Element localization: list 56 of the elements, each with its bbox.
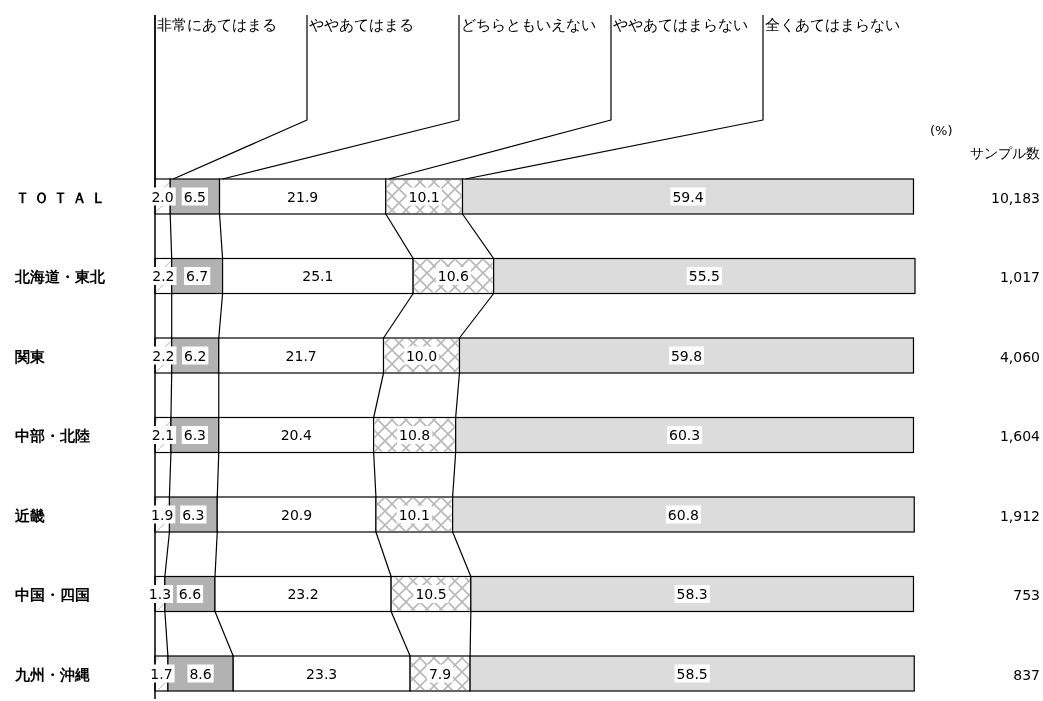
y-tick-label: 北海道・東北 [14,268,106,286]
data-label: 10.1 [398,506,430,523]
data-label: 6.2 [184,347,207,364]
data-label: 58.3 [676,586,708,602]
data-label: 1.9 [151,506,174,523]
text: 4,060 [999,348,1040,365]
data-label: 59.4 [672,188,704,205]
data-label: 1.3 [148,586,172,602]
data-label: 59.8 [670,347,703,364]
text: どちらともいえない [461,16,596,34]
data-label: 10.0 [405,347,438,364]
data-label: 25.1 [302,268,334,284]
data-label: 1.7 [150,665,173,682]
data-label: 2.0 [151,188,174,205]
text: 非常にあてはまる [157,16,277,34]
data-label: 21.9 [287,188,319,205]
data-label: 10.6 [437,268,470,284]
y-tick-label: 近畿 [14,506,45,525]
data-label: 2.2 [152,268,175,284]
text: 1,017 [999,269,1040,285]
data-label: 6.7 [186,268,209,284]
data-label: 58.5 [676,665,708,682]
data-label: 2.2 [152,347,175,364]
data-label: 8.6 [189,665,212,682]
text: 全くあてはまらない [765,16,900,34]
data-label: 6.5 [183,188,206,205]
data-label: 6.6 [178,586,202,602]
text: 1,912 [999,507,1040,524]
data-label: 23.2 [287,586,319,602]
data-label: 20.9 [281,506,313,523]
data-label: 55.5 [688,268,720,284]
data-label: 7.9 [428,665,452,682]
data-label: 60.8 [667,506,700,523]
text: 10,183 [991,189,1040,206]
y-tick-label: 中部・北陸 [15,427,90,445]
text: ややあてはまらない [613,16,748,34]
data-label: 23.3 [306,665,338,682]
data-label: 6.3 [183,427,206,443]
data-label: 10.1 [408,188,440,205]
text: 1,604 [999,428,1041,444]
text: 753 [1013,587,1040,603]
data-label: 60.3 [668,427,701,443]
data-label: 10.8 [399,427,431,443]
data-label: 21.7 [285,347,317,364]
y-tick-label: 中国・四国 [15,586,90,604]
data-label: 10.5 [415,586,447,602]
y-tick-label: ＴＯＴＡＬ [15,188,110,207]
text: 837 [1013,666,1040,683]
y-tick-label: 関東 [15,347,46,366]
data-label: 20.4 [280,427,312,443]
text: (%) [930,123,953,138]
y-tick-label: 九州・沖縄 [14,665,90,684]
text: サンプル数 [970,145,1040,161]
data-label: 6.3 [182,506,205,523]
text: ややあてはまる [309,16,414,34]
data-label: 2.1 [151,427,175,443]
